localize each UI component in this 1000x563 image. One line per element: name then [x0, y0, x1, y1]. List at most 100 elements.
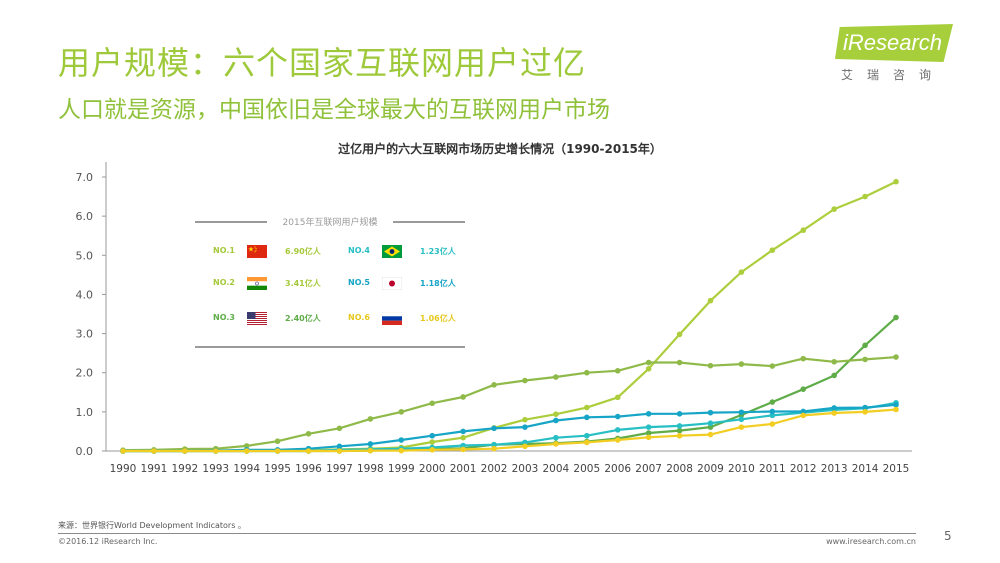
- x-tick-label: 1994: [233, 463, 260, 475]
- y-tick-label: 7.0: [76, 171, 94, 184]
- legend-rank: NO.5: [348, 278, 370, 287]
- data-point: [769, 247, 776, 253]
- data-point: [831, 358, 837, 365]
- x-tick-label: 2002: [481, 463, 508, 475]
- data-point: [831, 410, 837, 416]
- data-point: [862, 404, 868, 411]
- y-tick-label: 2.0: [76, 367, 94, 380]
- data-point: [645, 424, 652, 430]
- data-point: [367, 441, 374, 447]
- data-point: [460, 446, 466, 453]
- chart-legend: 2015年互联网用户规模 NO.1 6.90亿人 NO.2 3.41亿人 NO.…: [195, 212, 465, 348]
- data-point: [584, 414, 590, 421]
- data-point: [274, 448, 281, 454]
- data-point: [769, 421, 776, 427]
- data-point: [398, 437, 405, 443]
- data-point: [738, 361, 745, 367]
- x-tick-label: 1995: [264, 463, 291, 475]
- data-point: [769, 412, 776, 419]
- data-point: [800, 386, 807, 392]
- legend-value: 1.23亿人: [420, 247, 456, 256]
- logo-brand-text: iResearch: [843, 30, 943, 55]
- data-point: [491, 441, 497, 448]
- data-point: [738, 269, 745, 275]
- data-point: [243, 443, 250, 449]
- data-point: [398, 447, 405, 454]
- legend-divider-left: [195, 221, 267, 223]
- data-point: [800, 408, 807, 415]
- data-point: [862, 409, 868, 415]
- data-point: [614, 437, 621, 443]
- data-point: [614, 427, 621, 433]
- page-title: 用户规模：六个国家互联网用户过亿: [58, 44, 587, 82]
- data-point: [429, 447, 436, 453]
- data-point: [522, 443, 528, 450]
- x-tick-label: 2013: [821, 463, 848, 475]
- data-point: [367, 447, 374, 454]
- data-point: [553, 374, 559, 380]
- x-tick-label: 1990: [110, 463, 137, 475]
- data-point: [738, 424, 745, 430]
- logo-badge: [835, 24, 953, 62]
- data-point: [429, 400, 436, 407]
- data-point: [769, 408, 776, 415]
- series-line-6: [123, 408, 897, 453]
- data-point: [831, 206, 837, 212]
- data-point: [336, 448, 343, 454]
- legend-rank: NO.4: [348, 246, 370, 255]
- data-point: [707, 420, 714, 427]
- iresearch-logo: iResearch 艾瑞咨询: [835, 24, 960, 86]
- data-point: [800, 227, 807, 234]
- y-tick-label: 0.0: [76, 445, 94, 458]
- data-point: [738, 409, 745, 416]
- data-point: [522, 416, 528, 423]
- data-source-note: 来源：世界银行World Development Indicators 。: [58, 521, 246, 530]
- data-point: [460, 442, 466, 449]
- legend-value: 1.18亿人: [420, 279, 456, 288]
- india-flag-icon: [247, 277, 267, 290]
- usa-flag-icon: [247, 312, 267, 325]
- data-point: [645, 434, 652, 441]
- data-point: [800, 412, 807, 419]
- data-point: [398, 409, 405, 415]
- data-point: [584, 439, 590, 446]
- data-point: [645, 359, 652, 366]
- legend-rank: NO.1: [213, 246, 235, 255]
- data-point: [676, 331, 683, 338]
- data-point: [862, 356, 868, 363]
- data-point: [212, 448, 219, 454]
- data-point: [491, 425, 497, 432]
- data-point: [614, 394, 621, 401]
- x-tick-label: 2000: [419, 463, 446, 475]
- data-point: [274, 438, 281, 445]
- x-tick-label: 2004: [543, 463, 570, 475]
- data-point: [676, 427, 683, 434]
- chart-title: 过亿用户的六大互联网市场历史增长情况（1990-2015年）: [338, 142, 662, 156]
- data-point: [553, 434, 559, 441]
- data-point: [707, 297, 714, 304]
- data-point: [182, 448, 188, 454]
- x-tick-label: 2015: [883, 463, 910, 475]
- data-point: [738, 416, 745, 423]
- x-tick-label: 1992: [171, 463, 198, 475]
- x-tick-label: 2012: [790, 463, 817, 475]
- legend-rank: NO.3: [213, 313, 235, 322]
- data-point: [460, 434, 466, 441]
- data-point: [707, 409, 714, 416]
- data-point: [522, 377, 528, 384]
- x-tick-label: 2005: [573, 463, 600, 475]
- copyright-text: ©2016.12 iResearch Inc.: [58, 537, 158, 546]
- russia-flag-icon: [382, 312, 402, 325]
- x-tick-label: 2009: [697, 463, 724, 475]
- data-point: [305, 448, 312, 454]
- data-point: [769, 399, 776, 405]
- data-point: [460, 394, 466, 400]
- legend-value: 1.06亿人: [420, 314, 456, 323]
- legend-rank: NO.2: [213, 278, 235, 287]
- x-tick-label: 1997: [326, 463, 353, 475]
- x-tick-label: 1999: [388, 463, 415, 475]
- data-point: [491, 382, 497, 388]
- data-point: [522, 439, 528, 446]
- data-point: [893, 354, 899, 360]
